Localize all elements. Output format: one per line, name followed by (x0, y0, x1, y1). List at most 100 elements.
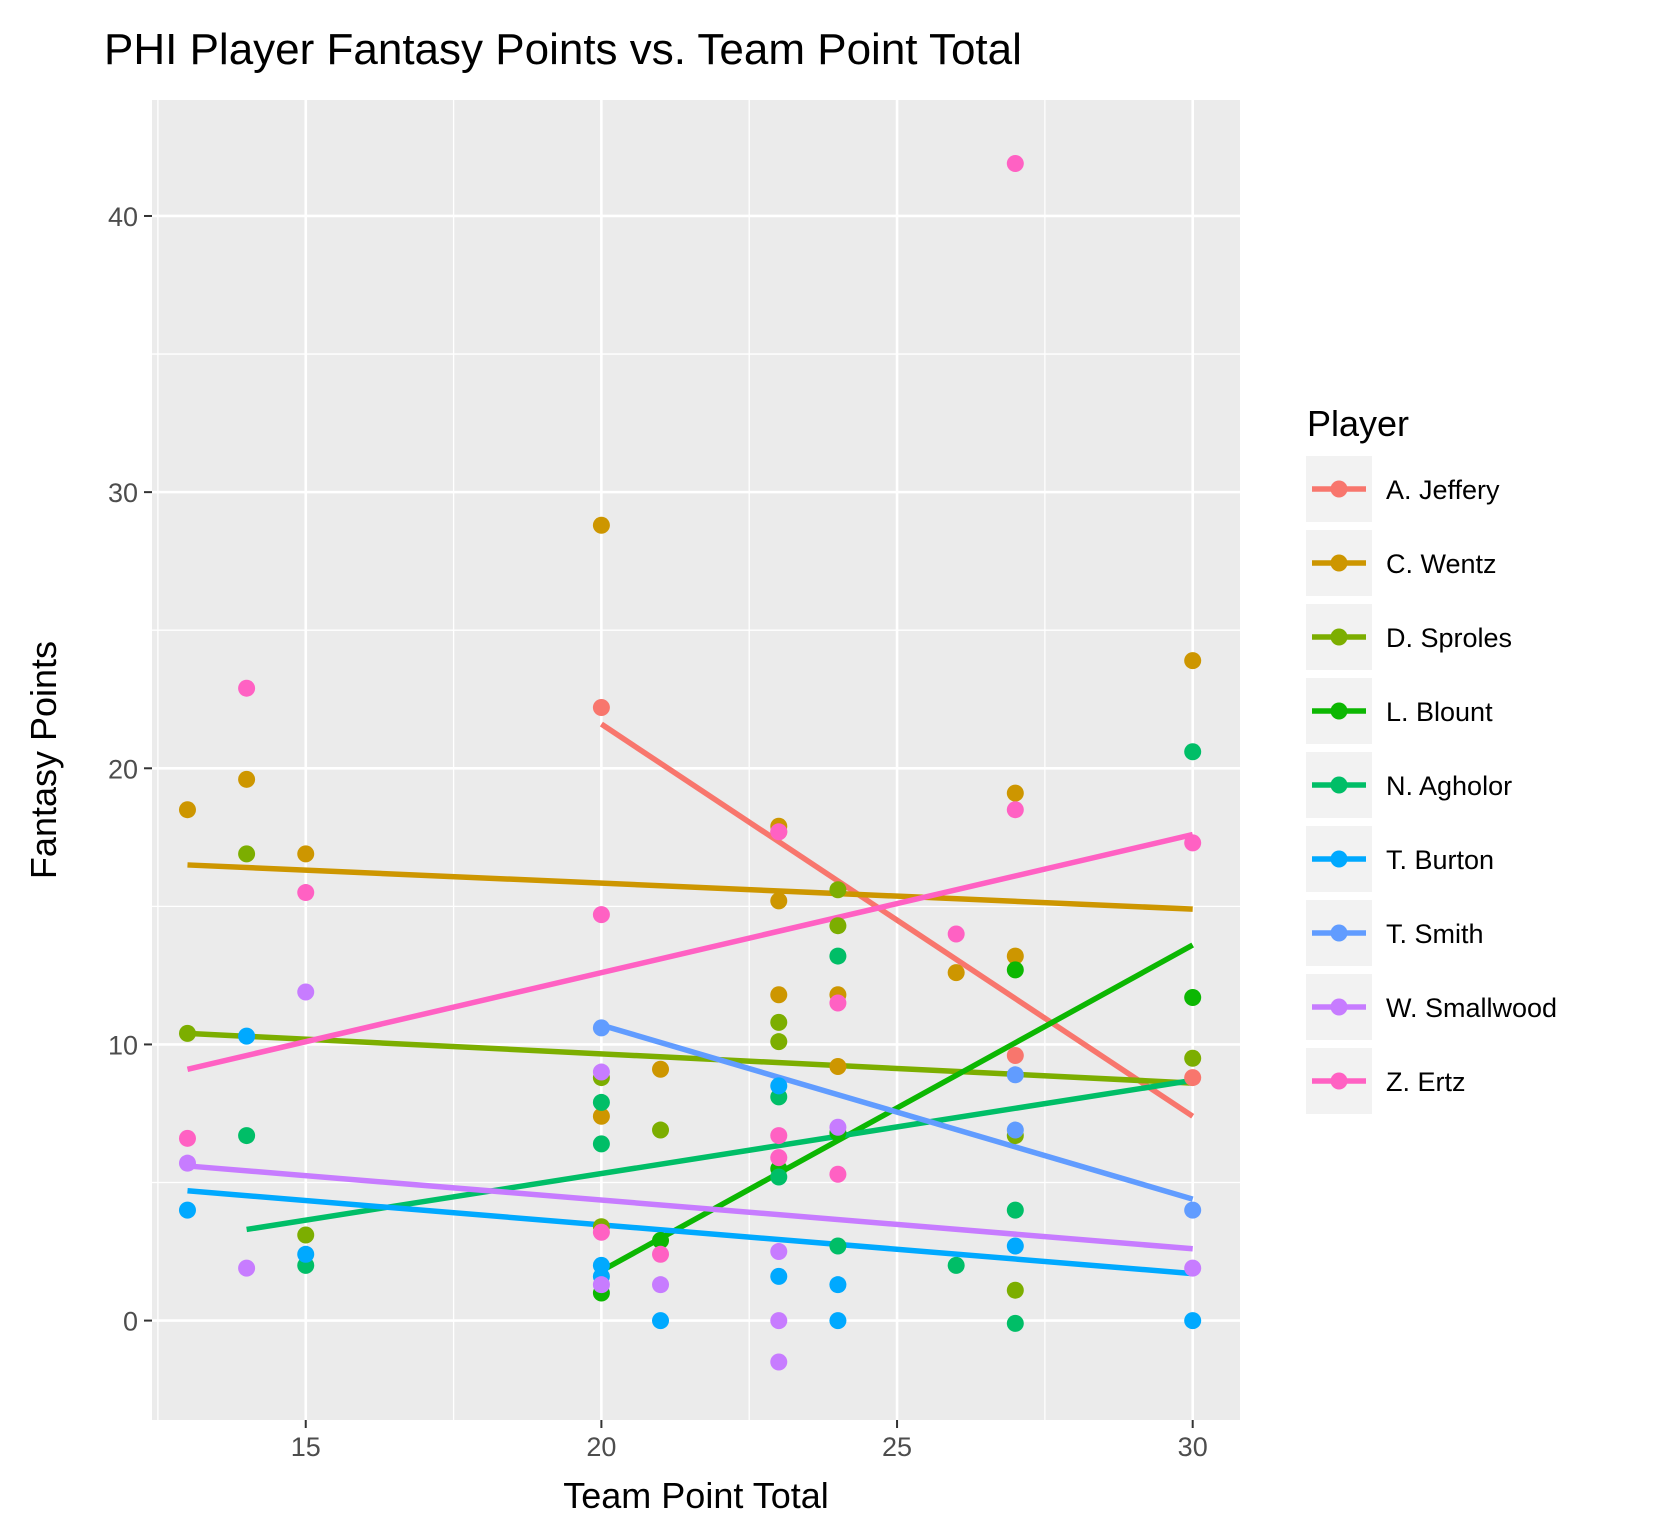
legend-key-point (1330, 998, 1348, 1016)
legend-item-c-wentz: C. Wentz (1306, 530, 1497, 596)
trend-line-a-jeffery (599, 721, 1195, 1119)
point-t-burton (770, 1077, 788, 1095)
legend-item-t-burton: T. Burton (1306, 826, 1494, 892)
point-l-blount (1184, 988, 1202, 1006)
legend-label: A. Jeffery (1386, 475, 1500, 505)
point-t-smith (592, 1019, 610, 1037)
point-c-wentz (592, 1107, 610, 1125)
point-d-sproles (178, 1024, 196, 1042)
point-c-wentz (297, 845, 315, 863)
point-t-smith (1184, 1201, 1202, 1219)
trend-line-d-sproles (187, 1030, 1193, 1086)
point-c-wentz (1184, 652, 1202, 670)
point-t-smith (1006, 1121, 1024, 1139)
point-t-burton (238, 1027, 256, 1045)
legend-item-n-agholor: N. Agholor (1306, 752, 1512, 818)
point-c-wentz (592, 516, 610, 534)
x-tick-label: 15 (291, 1432, 321, 1462)
trend-line-c-wentz (187, 862, 1193, 912)
point-w-smallwood (652, 1276, 670, 1294)
legend-item-l-blount: L. Blount (1306, 678, 1493, 744)
point-z-ertz (592, 1223, 610, 1241)
point-w-smallwood (770, 1353, 788, 1371)
trend-line-n-agholor (246, 1077, 1194, 1233)
point-n-agholor (947, 1256, 965, 1274)
point-d-sproles (770, 1033, 788, 1051)
y-tick-label: 0 (123, 1307, 138, 1337)
point-z-ertz (829, 1165, 847, 1183)
data-points (178, 155, 1202, 1371)
point-z-ertz (297, 884, 315, 902)
point-c-wentz (1006, 784, 1024, 802)
legend-label: L. Blount (1386, 697, 1493, 727)
trend-line-t-burton (187, 1188, 1193, 1277)
legend-key-point (1330, 628, 1348, 646)
point-w-smallwood (592, 1276, 610, 1294)
point-d-sproles (1184, 1049, 1202, 1067)
legend-key-point (1330, 554, 1348, 572)
point-z-ertz (1006, 155, 1024, 173)
point-c-wentz (770, 986, 788, 1004)
point-z-ertz (1006, 801, 1024, 819)
point-z-ertz (770, 1127, 788, 1145)
point-n-agholor (592, 1135, 610, 1153)
point-z-ertz (238, 679, 256, 697)
legend-label: D. Sproles (1386, 623, 1512, 653)
legend-label: Z. Ertz (1386, 1067, 1466, 1097)
legend-key-point (1330, 776, 1348, 794)
trend-line-t-smith (600, 1022, 1194, 1202)
point-w-smallwood (1184, 1259, 1202, 1277)
point-z-ertz (947, 925, 965, 943)
legend-item-z-ertz: Z. Ertz (1306, 1048, 1466, 1114)
point-z-ertz (1184, 834, 1202, 852)
point-z-ertz (770, 1149, 788, 1167)
point-d-sproles (829, 881, 847, 899)
point-n-agholor (829, 947, 847, 965)
x-axis-title: Team Point Total (563, 1475, 828, 1516)
point-t-burton (297, 1245, 315, 1263)
legend-title: Player (1307, 403, 1409, 444)
legend-item-d-sproles: D. Sproles (1306, 604, 1512, 670)
x-tick-label: 20 (586, 1432, 616, 1462)
trend-line-z-ertz (186, 831, 1194, 1072)
legend-key-point (1330, 1072, 1348, 1090)
point-w-smallwood (829, 1118, 847, 1136)
point-l-blount (1006, 961, 1024, 979)
point-t-smith (1006, 1066, 1024, 1084)
point-z-ertz (178, 1129, 196, 1147)
point-n-agholor (1184, 743, 1202, 761)
legend-item-a-jeffery: A. Jeffery (1306, 456, 1500, 522)
legend-label: W. Smallwood (1386, 993, 1557, 1023)
legend-key-point (1330, 850, 1348, 868)
trend-line-w-smallwood (187, 1163, 1193, 1252)
legend-label: T. Burton (1386, 845, 1494, 875)
legend-key-point (1330, 480, 1348, 498)
point-d-sproles (238, 845, 256, 863)
legend-item-w-smallwood: W. Smallwood (1306, 974, 1557, 1040)
point-n-agholor (829, 1237, 847, 1255)
y-tick-label: 30 (108, 478, 138, 508)
y-tick-label: 10 (108, 1030, 138, 1060)
x-tick-label: 25 (882, 1432, 912, 1462)
point-z-ertz (770, 823, 788, 841)
y-tick-label: 20 (108, 754, 138, 784)
point-a-jeffery (592, 699, 610, 717)
x-axis: 15 20 25 30 (291, 1420, 1208, 1462)
point-w-smallwood (592, 1063, 610, 1081)
point-t-burton (829, 1312, 847, 1330)
point-l-blount (652, 1232, 670, 1250)
point-t-burton (770, 1267, 788, 1285)
point-n-agholor (238, 1127, 256, 1145)
point-t-burton (829, 1276, 847, 1294)
y-axis: 0 10 20 30 40 (108, 202, 152, 1337)
point-d-sproles (297, 1226, 315, 1244)
point-z-ertz (652, 1245, 670, 1263)
legend-label: T. Smith (1386, 919, 1484, 949)
point-d-sproles (829, 917, 847, 935)
legend-key-point (1330, 924, 1348, 942)
point-d-sproles (652, 1121, 670, 1139)
point-c-wentz (1006, 947, 1024, 965)
point-n-agholor (592, 1093, 610, 1111)
point-c-wentz (770, 892, 788, 910)
